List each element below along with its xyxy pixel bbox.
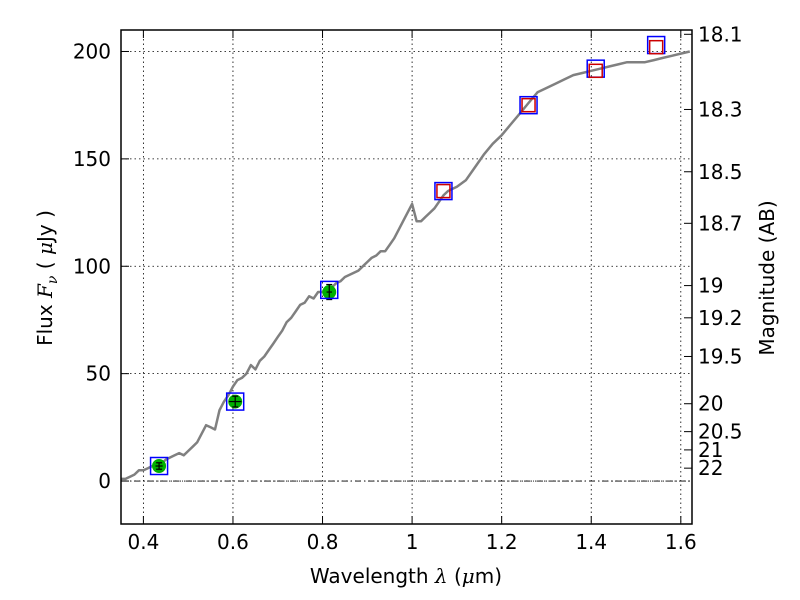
- x-tick-label: 0.4: [127, 530, 159, 554]
- magnitude-tick-label: 19: [698, 274, 723, 298]
- x-tick-label: 1: [406, 530, 419, 554]
- model-blue-marker: [149, 456, 169, 476]
- x-tick-label: 0.6: [217, 530, 249, 554]
- y-axis-title: Flux Fν ( μJy ): [33, 210, 61, 346]
- model-red-marker: [588, 63, 603, 79]
- magnitude-tick-label: 18.7: [698, 211, 743, 235]
- y-tick-label: 200: [73, 39, 111, 63]
- model-blue-marker: [434, 181, 453, 201]
- y-tick-label: 50: [86, 362, 111, 386]
- magnitude-tick-label: 22: [698, 456, 723, 480]
- model-blue-marker: [519, 95, 538, 115]
- magnitude-tick-label: 18.5: [698, 160, 743, 184]
- magnitude-tick-label: 21: [698, 438, 723, 462]
- plot-frame: [120, 29, 693, 525]
- magnitude-tick-label: 18.3: [698, 97, 743, 121]
- plot-area: [121, 35, 691, 481]
- grid: [121, 30, 692, 524]
- plot-content: [121, 35, 691, 481]
- right-axis-title: Magnitude (AB): [755, 200, 779, 355]
- x-tick-label: 1.2: [486, 530, 518, 554]
- x-tick-label: 1.6: [665, 530, 697, 554]
- model-red-marker: [648, 39, 664, 55]
- magnitude-tick-label: 18.1: [698, 22, 743, 46]
- y-axis-ticks: 0 50 100 150 200: [73, 39, 129, 493]
- y-tick-label: 0: [98, 469, 111, 493]
- magnitude-tick-label: 20: [698, 392, 723, 416]
- magnitude-tick-label: 19.2: [698, 306, 743, 330]
- model-red-marker: [521, 97, 536, 113]
- magnitude-tick-label: 19.5: [698, 344, 743, 368]
- x-axis-title: Wavelength λ (μm): [310, 564, 502, 588]
- x-axis-ticks: 0.4 0.6 0.8 1 1.2 1.4 1.6: [127, 30, 697, 554]
- y-tick-label: 100: [73, 254, 111, 278]
- magnitude-tick-label: 20.5: [698, 420, 743, 444]
- model-blue-marker: [225, 392, 245, 411]
- model-red-marker: [436, 183, 451, 199]
- model-blue-marker: [319, 280, 339, 300]
- spectrum-line: [121, 50, 691, 481]
- y-tick-label: 150: [73, 147, 111, 171]
- x-tick-label: 0.8: [307, 530, 339, 554]
- x-tick-label: 1.4: [575, 530, 607, 554]
